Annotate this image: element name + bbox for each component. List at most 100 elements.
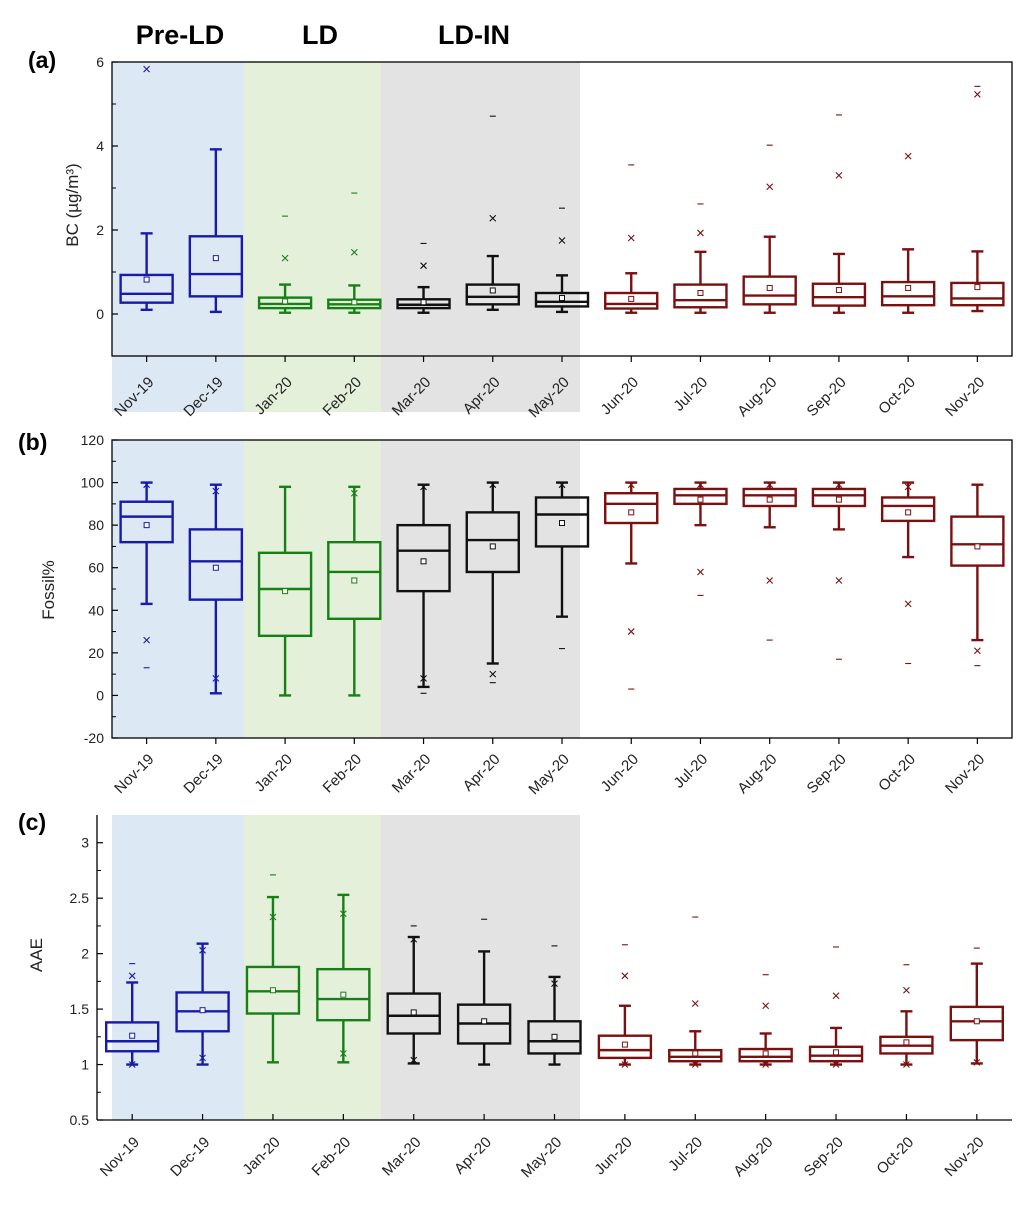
y-tick-label: 2	[81, 946, 89, 962]
iqr-box	[119, 273, 174, 304]
y-axis-title-aae: AAE	[27, 938, 46, 972]
outlier-x-marker	[420, 675, 427, 682]
outlier-x-marker	[420, 262, 427, 270]
y-tick-label: 4	[96, 138, 104, 154]
y-tick-label: 2	[96, 222, 104, 238]
category-label-nov-19: Nov-19	[97, 1134, 143, 1180]
outlier-x-marker	[627, 481, 635, 489]
outlier-x-marker	[350, 489, 358, 497]
y-tick-label: 0	[96, 687, 104, 703]
iqr-box	[949, 1005, 1005, 1042]
outlier-x-marker	[199, 946, 206, 954]
box-jun-20	[604, 481, 659, 690]
outlier-x-marker	[766, 481, 774, 489]
mean-marker	[905, 284, 912, 291]
iqr-box	[604, 291, 659, 310]
category-label-mar-20: Mar-20	[389, 751, 435, 797]
category-label-nov-20: Nov-20	[942, 374, 988, 420]
box-nov-19	[119, 481, 174, 669]
category-label-dec-19: Dec-19	[180, 751, 226, 797]
mean-marker	[762, 1050, 769, 1057]
outlier-x-marker	[410, 1056, 418, 1064]
box-nov-19	[104, 963, 160, 1068]
panel-c-aae: (c) AAE 0.5 1 1.5 2 2.5 3 Nov-19 Dec-19 Jan-20 Fe…	[18, 809, 1012, 1181]
panel-label-a: (a)	[28, 47, 56, 73]
iqr-box	[673, 283, 728, 309]
iqr-box	[534, 291, 590, 308]
mean-marker	[129, 1032, 136, 1039]
outlier-x-marker	[489, 481, 497, 489]
box-feb-20	[327, 192, 382, 314]
mean-marker	[697, 496, 704, 503]
outlier-x-marker	[766, 183, 774, 191]
outlier-x-marker	[627, 628, 635, 635]
outlier-x-marker	[128, 972, 136, 980]
outlier-x-marker	[697, 229, 704, 237]
period-shading-ld-in	[381, 815, 580, 1120]
mean-marker	[420, 299, 427, 306]
category-label-jul-20: Jul-20	[665, 1134, 706, 1175]
box-apr-20	[465, 115, 520, 311]
outlier-x-marker	[410, 935, 418, 943]
box-nov-19	[119, 65, 174, 311]
mean-marker	[903, 1039, 910, 1046]
category-label-jun-20: Jun-20	[598, 374, 642, 418]
y-tick-label: 20	[88, 645, 104, 661]
box-dec-19	[188, 148, 244, 314]
category-label-jun-20: Jun-20	[591, 1134, 635, 1178]
outlier-x-marker	[697, 568, 704, 576]
mean-marker	[833, 1049, 840, 1056]
iqr-box	[527, 1020, 582, 1055]
iqr-box	[316, 967, 371, 1022]
y-tick-label: 3	[81, 835, 89, 851]
period-shading-label-band	[112, 356, 244, 412]
category-label-oct-20: Oct-20	[875, 751, 919, 795]
period-labels: Pre-LD LD LD-IN	[136, 20, 510, 50]
outlier-x-marker	[350, 248, 358, 256]
y-tick-label: 120	[81, 432, 105, 448]
outlier-x-marker	[904, 600, 912, 608]
mean-marker	[212, 255, 219, 262]
category-label-nov-19: Nov-19	[111, 751, 157, 797]
mean-marker	[143, 522, 150, 529]
outlier-x-marker	[212, 675, 220, 682]
mean-marker	[559, 520, 565, 527]
period-shading-ld-in	[381, 440, 580, 738]
outlier-x-marker	[973, 647, 981, 655]
category-label-feb-20: Feb-20	[320, 751, 366, 797]
period-label-ld-in: LD-IN	[438, 20, 510, 50]
mean-marker	[835, 287, 842, 294]
box-apr-20	[465, 481, 520, 684]
y-tick-label: 60	[88, 560, 104, 576]
outlier-x-marker	[904, 483, 912, 491]
iqr-box	[597, 1034, 653, 1060]
category-label-aug-20: Aug-20	[734, 374, 780, 420]
iqr-box	[396, 523, 451, 593]
mean-marker	[282, 298, 289, 305]
box-jan-20	[257, 485, 313, 697]
outlier-x-marker	[973, 90, 981, 98]
category-label-jan-20: Jan-20	[251, 751, 295, 795]
y-tick-label: 40	[88, 602, 104, 618]
mean-marker	[420, 558, 427, 565]
mean-marker	[489, 287, 496, 294]
mean-marker	[489, 543, 496, 550]
outlier-x-marker	[627, 234, 635, 242]
mean-marker	[551, 1033, 558, 1040]
outlier-x-marker	[339, 1050, 347, 1057]
outlier-x-marker	[212, 487, 220, 495]
outlier-x-marker	[199, 1054, 206, 1062]
outlier-x-marker	[128, 1061, 136, 1068]
y-tick-label: 0.5	[70, 1112, 90, 1128]
outlier-x-marker	[904, 152, 912, 160]
box-aug-20	[742, 481, 797, 641]
panel-label-c: (c)	[18, 809, 46, 835]
mean-marker	[340, 991, 347, 998]
outlier-x-marker	[691, 1061, 699, 1068]
box-jan-20	[245, 874, 301, 1064]
outlier-x-marker	[558, 237, 566, 244]
category-label-mar-20: Mar-20	[379, 1134, 425, 1180]
outlier-x-marker	[835, 577, 843, 584]
mean-marker	[905, 509, 912, 516]
